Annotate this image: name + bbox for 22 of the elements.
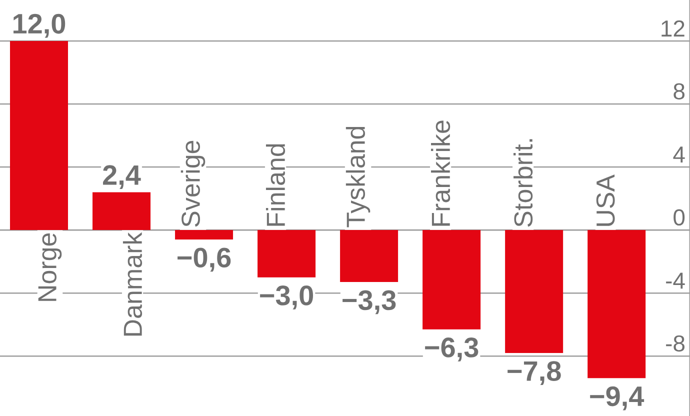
y-tick-label: 4 [673, 146, 685, 163]
data-label: −3,0 [260, 286, 314, 310]
data-label: −3,3 [342, 290, 396, 314]
x-tick-label: USA [596, 174, 615, 226]
y-tick-label: 12 [662, 20, 684, 36]
y-tick-label: 8 [674, 83, 684, 100]
data-label: −7,8 [508, 361, 561, 386]
y-tick-label: 0 [674, 209, 685, 226]
data-label: −9,4 [590, 386, 644, 410]
x-tick-label: Norge [38, 233, 62, 301]
x-tick-label: Sverige [180, 140, 206, 227]
x-tick-label: Finland [266, 144, 286, 226]
x-tick-label: Frankrike [431, 120, 450, 226]
y-tick-label: -4 [666, 272, 685, 289]
y-tick-label: -8 [666, 335, 684, 352]
x-tick-label: Tyskland [346, 126, 370, 228]
x-tick-label: Storbrit. [514, 139, 533, 227]
data-label: −0,6 [178, 248, 231, 272]
data-label: 12,0 [14, 14, 66, 38]
data-label: 2,4 [103, 165, 141, 190]
data-label: −6,3 [425, 338, 478, 362]
x-tick-label: Danmark [122, 232, 142, 336]
